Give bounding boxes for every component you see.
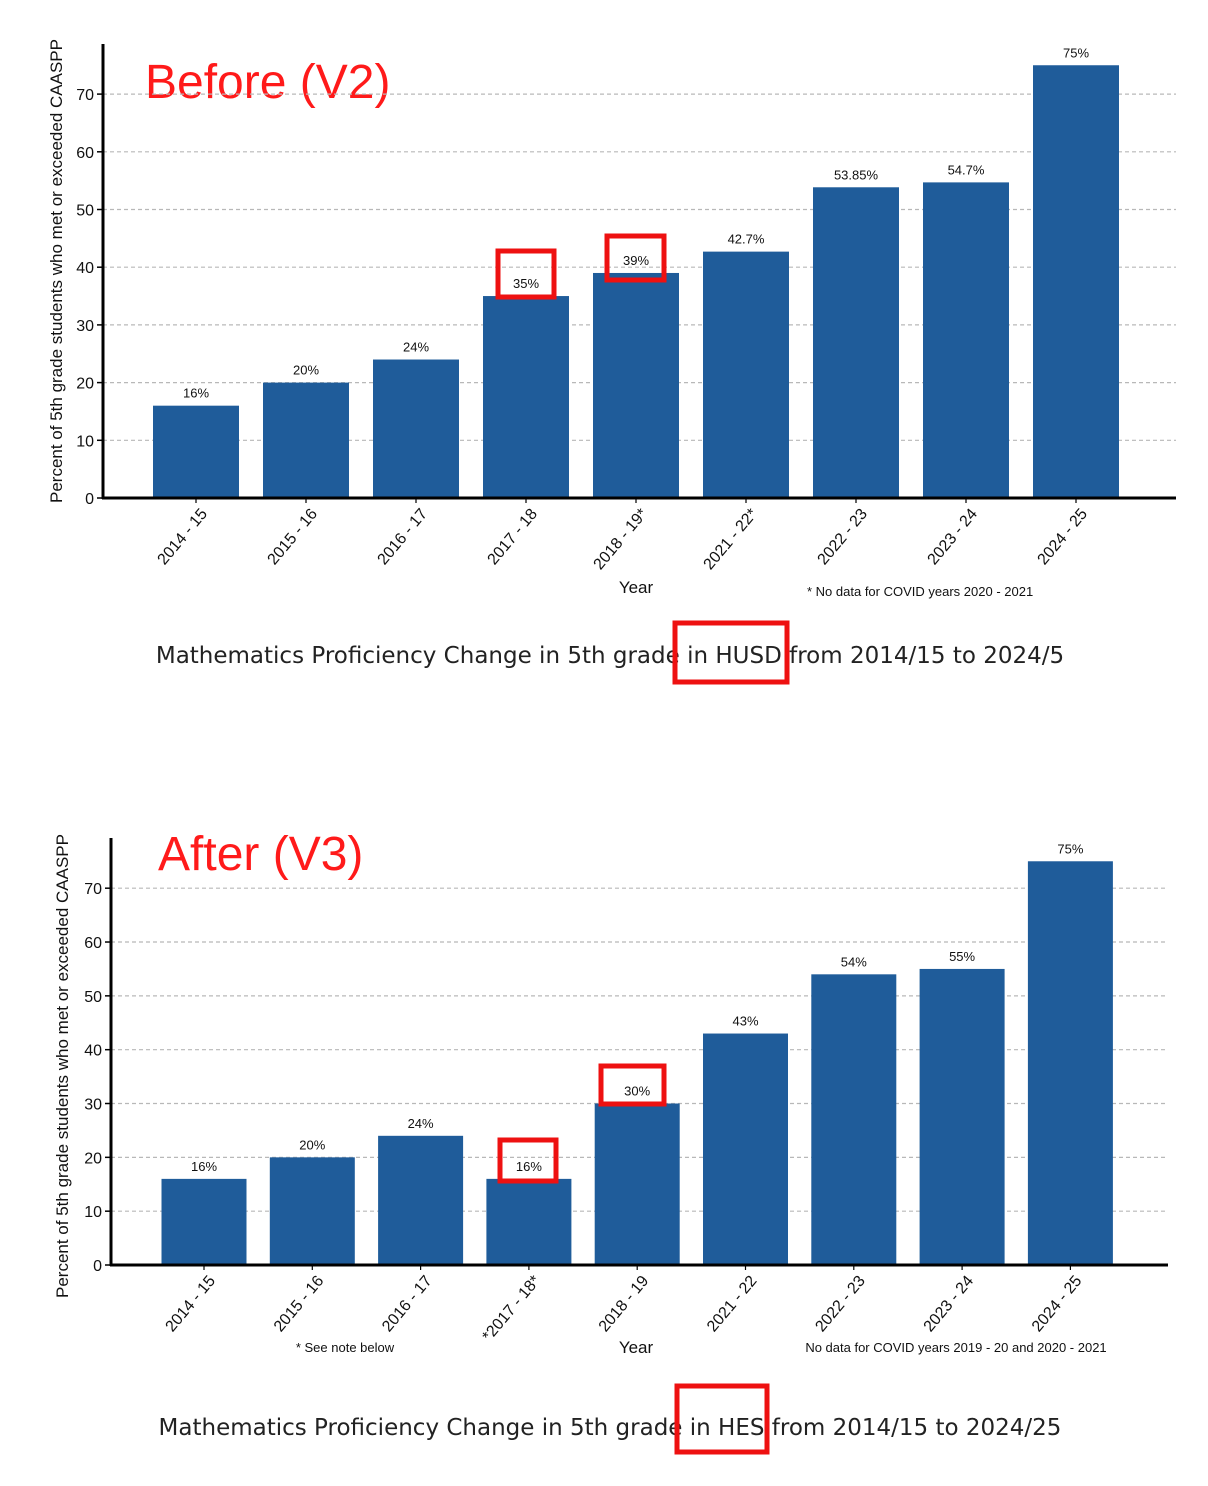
x-tick-label-after-3: *2017 - 18* xyxy=(479,1273,543,1345)
x-tick-label-after-1: 2015 - 16 xyxy=(271,1273,328,1336)
value-label-before-1: 20% xyxy=(293,363,319,378)
caption-before-text-2: from 2014/15 to 2024/5 xyxy=(789,643,1064,669)
caption-highlight-box-after xyxy=(674,1383,770,1455)
value-label-after-4: 30% xyxy=(624,1084,650,1099)
y-tick-label-20: 20 xyxy=(84,1150,102,1167)
bar-after-3 xyxy=(486,1178,572,1265)
bar-before-1 xyxy=(263,382,349,498)
value-label-before-0: 16% xyxy=(183,386,209,401)
bar-after-7 xyxy=(919,968,1005,1265)
x-tick-label-before-5: 2021 - 22* xyxy=(701,506,761,573)
bar-after-1 xyxy=(269,1157,355,1265)
x-tick-label-after-8: 2024 - 25 xyxy=(1029,1273,1086,1336)
bar-after-0 xyxy=(161,1178,247,1265)
y-tick-label-50: 50 xyxy=(84,989,102,1006)
value-label-after-0: 16% xyxy=(191,1159,217,1174)
y-tick-label-40: 40 xyxy=(76,260,94,277)
y-tick-label-30: 30 xyxy=(84,1097,102,1114)
x-tick-label-after-0: 2014 - 15 xyxy=(163,1273,220,1336)
y-tick-label-10: 10 xyxy=(84,1204,102,1221)
bar-after-2 xyxy=(378,1135,464,1265)
value-label-after-3: 16% xyxy=(516,1159,542,1174)
x-tick-label-after-5: 2021 - 22 xyxy=(704,1273,761,1336)
y-tick-label-20: 20 xyxy=(76,376,94,393)
x-tick-label-after-2: 2016 - 17 xyxy=(379,1273,436,1336)
covid-note-before: * No data for COVID years 2020 - 2021 xyxy=(807,584,1033,599)
chart-after-v3: After (V3) Percent of 5th grade students… xyxy=(53,828,1168,1455)
highlight-box-before-3 xyxy=(495,248,557,300)
value-label-before-4: 39% xyxy=(623,253,649,268)
bar-before-0 xyxy=(153,405,239,498)
x-axis-title-after: Year xyxy=(619,1338,654,1357)
y-tick-label-70: 70 xyxy=(76,87,94,104)
bar-before-2 xyxy=(373,359,459,498)
bar-after-8 xyxy=(1027,861,1113,1265)
y-tick-label-0: 0 xyxy=(93,1258,102,1275)
x-tick-label-after-7: 2023 - 24 xyxy=(921,1273,978,1336)
bar-after-4 xyxy=(594,1103,680,1265)
bar-before-7 xyxy=(923,182,1009,499)
value-label-after-6: 54% xyxy=(841,954,867,969)
y-tick-label-10: 10 xyxy=(76,433,94,450)
caption-before-text-1: Mathematics Proficiency Change in 5th gr… xyxy=(156,643,680,669)
bar-before-5 xyxy=(703,251,789,498)
x-tick-label-before-1: 2015 - 16 xyxy=(265,506,322,569)
x-tick-label-after-6: 2022 - 23 xyxy=(812,1273,869,1336)
version-label-after: After (V3) xyxy=(158,828,363,881)
y-tick-label-40: 40 xyxy=(84,1043,102,1060)
caption-before: Mathematics Proficiency Change in 5th gr… xyxy=(156,643,1064,669)
x-tick-label-before-8: 2024 - 25 xyxy=(1035,506,1092,569)
covid-note-after: No data for COVID years 2019 - 20 and 20… xyxy=(805,1340,1106,1355)
value-label-after-5: 43% xyxy=(732,1014,758,1029)
caption-after-school: in HES xyxy=(682,1415,771,1441)
caption-after-text-2: from 2014/15 to 2024/25 xyxy=(772,1415,1062,1441)
caption-highlight-box-before xyxy=(672,620,790,685)
see-note-after: * See note below xyxy=(296,1340,395,1355)
y-tick-label-30: 30 xyxy=(76,318,94,335)
value-label-before-5: 42.7% xyxy=(728,232,765,247)
bar-after-5 xyxy=(703,1033,788,1265)
version-label-before: Before (V2) xyxy=(145,56,390,109)
highlight-box-after-3 xyxy=(497,1137,559,1184)
value-label-before-7: 54.7% xyxy=(948,162,985,177)
x-tick-label-before-3: 2017 - 18 xyxy=(485,506,542,569)
value-label-before-6: 53.85% xyxy=(834,167,879,182)
value-label-after-8: 75% xyxy=(1057,841,1083,856)
x-tick-label-before-4: 2018 - 19* xyxy=(591,506,651,573)
value-label-after-7: 55% xyxy=(949,949,975,964)
bar-before-3 xyxy=(483,296,569,498)
x-tick-label-after-4: 2018 - 19 xyxy=(596,1273,653,1336)
value-label-before-3: 35% xyxy=(513,276,539,291)
caption-after: Mathematics Proficiency Change in 5th gr… xyxy=(159,1415,1062,1441)
y-tick-label-0: 0 xyxy=(85,491,94,508)
y-tick-label-60: 60 xyxy=(76,145,94,162)
value-label-after-2: 24% xyxy=(408,1116,434,1131)
bars-before xyxy=(153,65,1119,499)
value-label-before-8: 75% xyxy=(1063,45,1089,60)
caption-after-text-1: Mathematics Proficiency Change in 5th gr… xyxy=(159,1415,683,1441)
value-label-after-1: 20% xyxy=(299,1137,325,1152)
y-axis-title-after: Percent of 5th grade students who met or… xyxy=(53,834,72,1298)
y-tick-label-60: 60 xyxy=(84,935,102,952)
y-tick-label-50: 50 xyxy=(76,203,94,220)
x-tick-label-before-0: 2014 - 15 xyxy=(155,506,212,569)
bar-before-6 xyxy=(813,187,899,498)
highlight-box-before-4 xyxy=(604,233,667,283)
y-axis-title-before: Percent of 5th grade students who met or… xyxy=(47,39,66,503)
chart-before-v2: Before (V2) Percent of 5th grade student… xyxy=(47,39,1176,685)
y-tick-label-70: 70 xyxy=(84,881,102,898)
bar-before-8 xyxy=(1033,65,1119,498)
highlight-box-after-4 xyxy=(598,1063,667,1107)
x-tick-label-before-2: 2016 - 17 xyxy=(375,506,432,569)
x-tick-label-before-7: 2023 - 24 xyxy=(925,506,982,569)
value-label-before-2: 24% xyxy=(403,340,429,355)
caption-before-district: in HUSD xyxy=(680,643,789,669)
bar-after-6 xyxy=(811,974,897,1265)
x-tick-label-before-6: 2022 - 23 xyxy=(815,506,872,569)
bars-after xyxy=(161,861,1113,1265)
x-axis-title-before: Year xyxy=(619,578,654,597)
bar-before-4 xyxy=(593,272,679,498)
